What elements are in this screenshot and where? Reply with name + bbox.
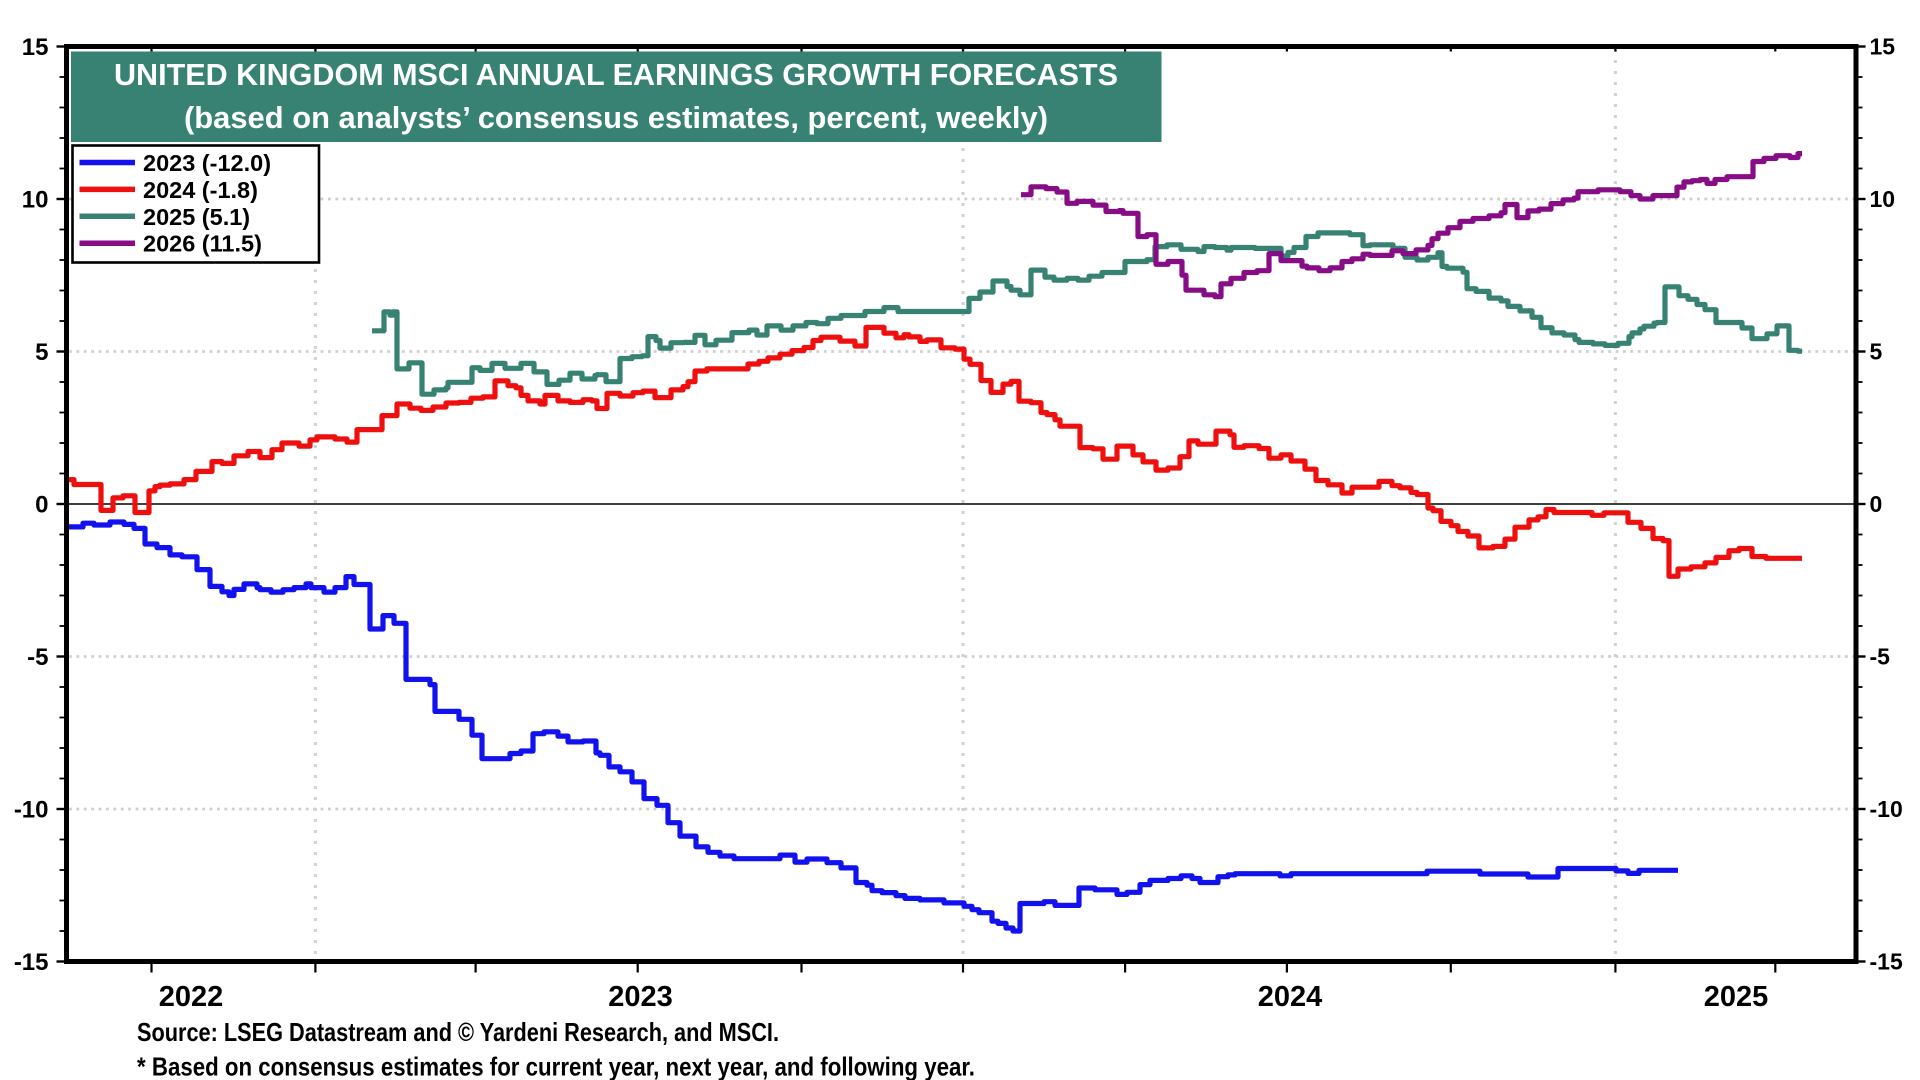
svg-text:-10: -10 — [1870, 796, 1903, 822]
svg-text:2025: 2025 — [1704, 981, 1769, 1013]
svg-text:2026 (11.5): 2026 (11.5) — [143, 231, 262, 257]
svg-text:(based on analysts’ consensus: (based on analysts’ consensus estimates,… — [184, 101, 1048, 135]
svg-text:-5: -5 — [27, 644, 48, 671]
svg-text:-15: -15 — [1870, 949, 1903, 975]
svg-text:10: 10 — [22, 187, 49, 214]
svg-text:2023 (-12.0): 2023 (-12.0) — [143, 150, 271, 176]
svg-text:2024: 2024 — [1258, 981, 1323, 1013]
svg-text:2022: 2022 — [159, 981, 224, 1013]
svg-text:2025 (5.1): 2025 (5.1) — [143, 204, 250, 230]
svg-text:15: 15 — [22, 34, 49, 61]
svg-text:5: 5 — [35, 339, 48, 366]
svg-text:10: 10 — [1870, 186, 1896, 212]
svg-text:-15: -15 — [14, 949, 49, 976]
svg-text:UNITED KINGDOM MSCI ANNUAL EAR: UNITED KINGDOM MSCI ANNUAL EARNINGS GROW… — [114, 58, 1118, 92]
svg-text:* Based on consensus estimates: * Based on consensus estimates for curre… — [137, 1052, 975, 1080]
svg-text:15: 15 — [1870, 34, 1896, 60]
svg-text:0: 0 — [35, 492, 48, 519]
svg-text:5: 5 — [1870, 339, 1883, 365]
svg-text:-10: -10 — [14, 797, 49, 824]
svg-text:-5: -5 — [1870, 644, 1891, 670]
svg-text:0: 0 — [1870, 491, 1883, 517]
svg-text:2023: 2023 — [608, 981, 673, 1013]
svg-text:Source: LSEG Datastream and ©: Source: LSEG Datastream and © Yardeni Re… — [137, 1017, 779, 1047]
svg-text:2024 (-1.8): 2024 (-1.8) — [143, 177, 258, 203]
